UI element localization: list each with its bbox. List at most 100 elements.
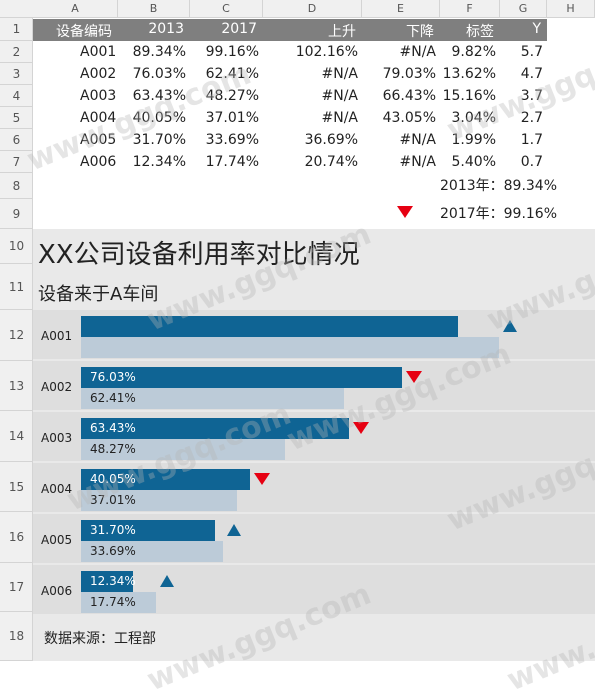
- data-label-2017-A004: 37.01%: [90, 493, 136, 507]
- table-cell: #N/A: [399, 44, 437, 60]
- category-label-A001: A001: [41, 329, 73, 343]
- trend-up-icon-A001: [503, 320, 518, 332]
- row-header-3: 3: [0, 63, 33, 85]
- table-cell: #N/A: [399, 154, 437, 170]
- table-cell: 63.43%: [132, 88, 186, 104]
- table-cell: 4.7: [520, 66, 543, 82]
- legend-down-triangle-icon: [397, 206, 413, 218]
- table-header-row: [33, 19, 547, 41]
- table-cell: 15.16%: [442, 88, 496, 104]
- row-header-17: 17: [0, 563, 33, 612]
- data-label-2017-A005: 33.69%: [90, 544, 136, 558]
- bar-2013-A001: [81, 316, 458, 337]
- table-cell: 5.7: [520, 44, 543, 60]
- table-cell: 5.40%: [451, 154, 496, 170]
- table-cell: 43.05%: [382, 110, 436, 126]
- table-cell: 1.99%: [451, 132, 496, 148]
- table-header-6: Y: [532, 21, 541, 37]
- bar-2017-A006: [81, 592, 156, 613]
- data-label-2013-A003: 63.43%: [90, 421, 136, 435]
- bar-2013-A003: [81, 418, 349, 439]
- table-cell: A003: [80, 88, 117, 104]
- column-header-B: B: [118, 0, 190, 18]
- table-cell: 20.74%: [304, 154, 358, 170]
- row-header-11: 11: [0, 264, 33, 310]
- row-header-4: 4: [0, 85, 33, 107]
- table-cell: 76.03%: [132, 66, 186, 82]
- table-cell: 17.74%: [205, 154, 259, 170]
- row-header-12: 12: [0, 310, 33, 361]
- trend-up-icon-A005: [227, 524, 242, 536]
- bar-2017-A001: [81, 337, 500, 358]
- table-cell: #N/A: [399, 132, 437, 148]
- trend-down-icon-A002: [405, 371, 422, 383]
- table-cell: #N/A: [321, 66, 359, 82]
- row-header-9: 9: [0, 199, 33, 229]
- row-header-bar: [0, 18, 33, 661]
- table-cell: A002: [80, 66, 117, 82]
- column-header-bar: [0, 0, 595, 18]
- data-source: 数据来源：工程部: [44, 631, 156, 647]
- table-cell: #N/A: [321, 88, 359, 104]
- trend-up-icon-A006: [159, 575, 174, 587]
- table-cell: 102.16%: [295, 44, 358, 60]
- data-label-2017-A002: 62.41%: [90, 391, 136, 405]
- table-cell: 36.69%: [304, 132, 358, 148]
- column-header-A: A: [33, 0, 118, 18]
- table-cell: 3.7: [520, 88, 543, 104]
- table-cell: #N/A: [321, 110, 359, 126]
- category-label-A003: A003: [41, 431, 73, 445]
- table-cell: 62.41%: [205, 66, 259, 82]
- table-header-4: 下降: [406, 24, 434, 40]
- bar-2013-A006: [81, 571, 134, 592]
- data-label-2017-A003: 48.27%: [90, 442, 136, 456]
- column-header-E: E: [362, 0, 440, 18]
- table-cell: A001: [80, 44, 117, 60]
- table-cell: 3.04%: [451, 110, 496, 126]
- category-label-A006: A006: [41, 584, 73, 598]
- row-header-13: 13: [0, 361, 33, 411]
- table-cell: 33.69%: [205, 132, 259, 148]
- data-label-2013-A005: 31.70%: [90, 523, 136, 537]
- chart-subtitle: 设备来于A车间: [38, 284, 159, 305]
- legend-2013: 2013年：89.34%: [440, 178, 558, 194]
- table-header-5: 标签: [466, 24, 494, 40]
- row-header-10: 10: [0, 229, 33, 264]
- table-cell: 37.01%: [205, 110, 259, 126]
- table-cell: A005: [80, 132, 117, 148]
- table-cell: A006: [80, 154, 117, 170]
- table-cell: 0.7: [520, 154, 543, 170]
- table-cell: 31.70%: [132, 132, 186, 148]
- column-header-F: F: [440, 0, 500, 18]
- table-cell: 48.27%: [205, 88, 259, 104]
- table-header-3: 上升: [328, 24, 356, 40]
- table-cell: 40.05%: [132, 110, 186, 126]
- row-header-5: 5: [0, 107, 33, 129]
- table-cell: 66.43%: [382, 88, 436, 104]
- table-cell: 13.62%: [442, 66, 496, 82]
- table-cell: 1.7: [520, 132, 543, 148]
- row-header-14: 14: [0, 411, 33, 462]
- trend-down-icon-A003: [352, 422, 369, 434]
- table-cell: 99.16%: [205, 44, 259, 60]
- column-header-G: G: [500, 0, 547, 18]
- row-header-2: 2: [0, 41, 33, 63]
- table-cell: 12.34%: [132, 154, 186, 170]
- row-header-8: 8: [0, 173, 33, 199]
- data-label-2013-A004: 40.05%: [90, 472, 136, 486]
- category-label-A002: A002: [41, 380, 73, 394]
- row-header-1: 1: [0, 18, 33, 41]
- bar-2013-A004: [81, 469, 250, 490]
- column-header-D: D: [263, 0, 362, 18]
- table-cell: 89.34%: [132, 44, 186, 60]
- table-header-0: 设备编码: [56, 24, 112, 40]
- row-header-18: 18: [0, 612, 33, 661]
- table-cell: 79.03%: [382, 66, 436, 82]
- table-header-1: 2013: [148, 21, 184, 37]
- data-label-2013-A002: 76.03%: [90, 370, 136, 384]
- table-header-2: 2017: [221, 21, 257, 37]
- chart-title: XX公司设备利用率对比情况: [38, 240, 360, 270]
- category-label-A005: A005: [41, 533, 73, 547]
- row-header-15: 15: [0, 462, 33, 512]
- table-cell: 2.7: [520, 110, 543, 126]
